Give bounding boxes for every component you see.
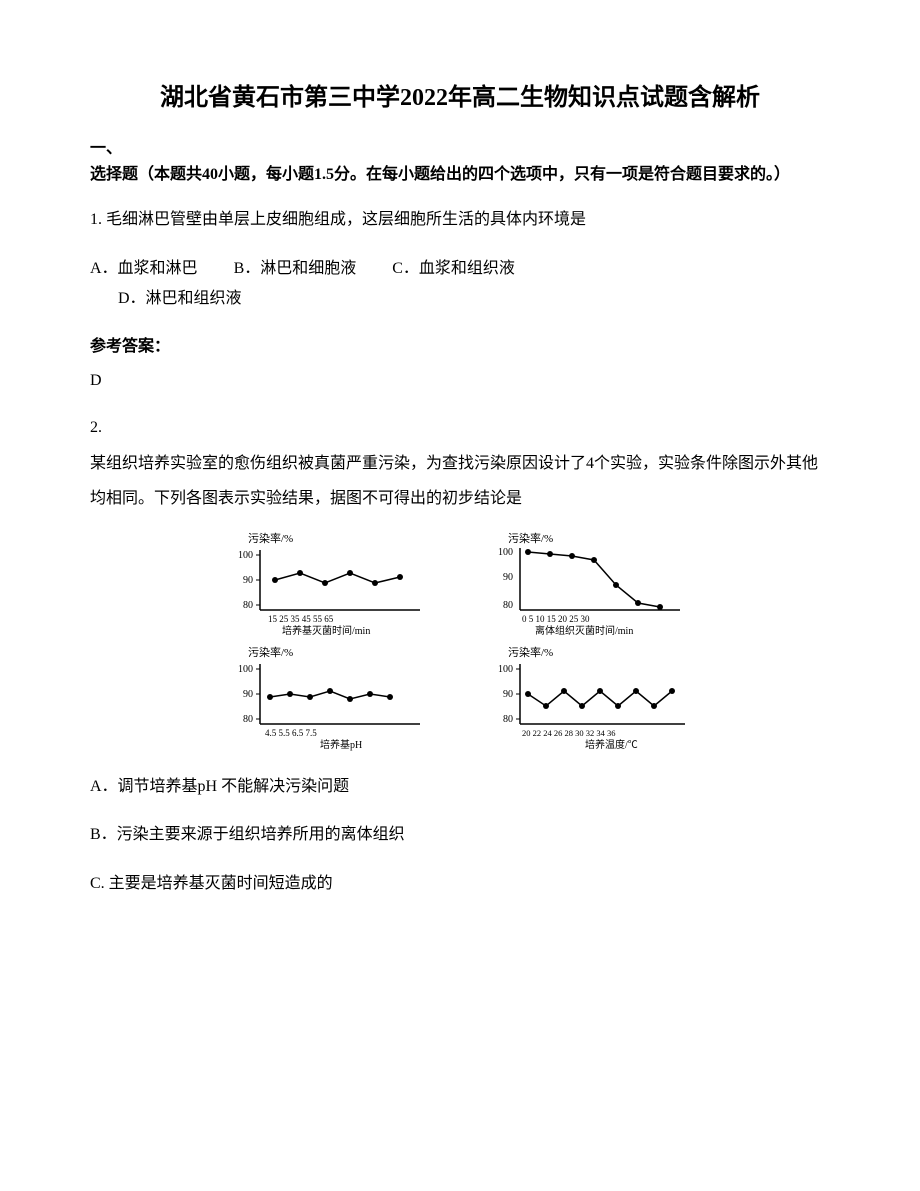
q2-number: 2. (90, 419, 102, 436)
q1-answer: D (90, 372, 830, 390)
svg-text:100: 100 (498, 547, 513, 558)
question-2: 2. 某组织培养实验室的愈伤组织被真菌严重污染，为查找污染原因设计了4个实验，实… (90, 410, 830, 516)
svg-text:培养基灭菌时间/min: 培养基灭菌时间/min (282, 624, 370, 637)
q1-option-b: B．淋巴和细胞液 (234, 260, 357, 277)
question-1: 1. 毛细淋巴管壁由单层上皮细胞组成，这层细胞所生活的具体内环境是 (90, 205, 830, 235)
svg-text:培养温度/℃: 培养温度/℃ (585, 738, 638, 751)
q1-text: 毛细淋巴管壁由单层上皮细胞组成，这层细胞所生活的具体内环境是 (106, 211, 586, 228)
chart-2: 污染率/% 100 90 80 0 5 10 15 20 25 30 离体组织灭… (480, 530, 700, 640)
svg-text:15 25 35 45 55 65: 15 25 35 45 55 65 (268, 614, 334, 624)
document-title: 湖北省黄石市第三中学2022年高二生物知识点试题含解析 (90, 80, 830, 116)
q1-option-c: C．血浆和组织液 (392, 260, 515, 277)
svg-text:培养基pH: 培养基pH (320, 738, 362, 751)
svg-text:0 5 10 15 20 25 30: 0 5 10 15 20 25 30 (522, 614, 590, 624)
answer-label: 参考答案： (90, 332, 830, 356)
q1-option-d: D．淋巴和组织液 (118, 290, 242, 307)
chart-row-2: 污染率/% 100 90 80 4.5 5.5 6.5 7.5 培养基pH 污染… (220, 644, 700, 754)
svg-text:90: 90 (503, 689, 513, 700)
chart-1: 污染率/% 100 90 80 15 25 35 45 55 65 培养基灭菌时… (220, 530, 440, 640)
svg-text:90: 90 (243, 575, 253, 586)
svg-text:80: 80 (243, 714, 253, 725)
svg-text:90: 90 (503, 572, 513, 583)
svg-text:污染率/%: 污染率/% (248, 531, 293, 545)
svg-text:污染率/%: 污染率/% (508, 531, 553, 545)
chart-row-1: 污染率/% 100 90 80 15 25 35 45 55 65 培养基灭菌时… (220, 530, 700, 640)
chart-4: 污染率/% 100 90 80 20 22 24 26 28 30 32 34 … (480, 644, 700, 754)
charts-grid: 污染率/% 100 90 80 15 25 35 45 55 65 培养基灭菌时… (90, 530, 830, 754)
svg-text:100: 100 (498, 664, 513, 675)
section-number: 一、 (90, 140, 122, 157)
svg-text:100: 100 (238, 664, 253, 675)
q2-text: 某组织培养实验室的愈伤组织被真菌严重污染，为查找污染原因设计了4个实验，实验条件… (90, 455, 818, 507)
section-desc: 选择题（本题共40小题，每小题1.5分。在每小题给出的四个选项中，只有一项是符合… (90, 166, 790, 183)
svg-text:4.5 5.5 6.5 7.5: 4.5 5.5 6.5 7.5 (265, 728, 317, 738)
q2-option-c: C. 主要是培养基灭菌时间短造成的 (90, 869, 830, 899)
q1-option-a: A．血浆和淋巴 (90, 260, 198, 277)
section-one-heading: 一、 选择题（本题共40小题，每小题1.5分。在每小题给出的四个选项中，只有一项… (90, 136, 830, 187)
svg-text:污染率/%: 污染率/% (248, 645, 293, 659)
q2-option-a: A．调节培养基pH 不能解决污染问题 (90, 772, 830, 802)
svg-text:100: 100 (238, 550, 253, 561)
chart-3: 污染率/% 100 90 80 4.5 5.5 6.5 7.5 培养基pH (220, 644, 440, 754)
q2-option-b: B．污染主要来源于组织培养所用的离体组织 (90, 820, 830, 850)
svg-text:20 22 24 26 28 30 32 34 36: 20 22 24 26 28 30 32 34 36 (522, 728, 616, 738)
svg-text:80: 80 (503, 714, 513, 725)
svg-text:90: 90 (243, 689, 253, 700)
q1-options: A．血浆和淋巴 B．淋巴和细胞液 C．血浆和组织液 D．淋巴和组织液 (90, 254, 830, 315)
svg-text:80: 80 (503, 600, 513, 611)
svg-text:污染率/%: 污染率/% (508, 645, 553, 659)
svg-text:离体组织灭菌时间/min: 离体组织灭菌时间/min (535, 624, 633, 637)
q1-number: 1. (90, 211, 102, 228)
svg-text:80: 80 (243, 600, 253, 611)
